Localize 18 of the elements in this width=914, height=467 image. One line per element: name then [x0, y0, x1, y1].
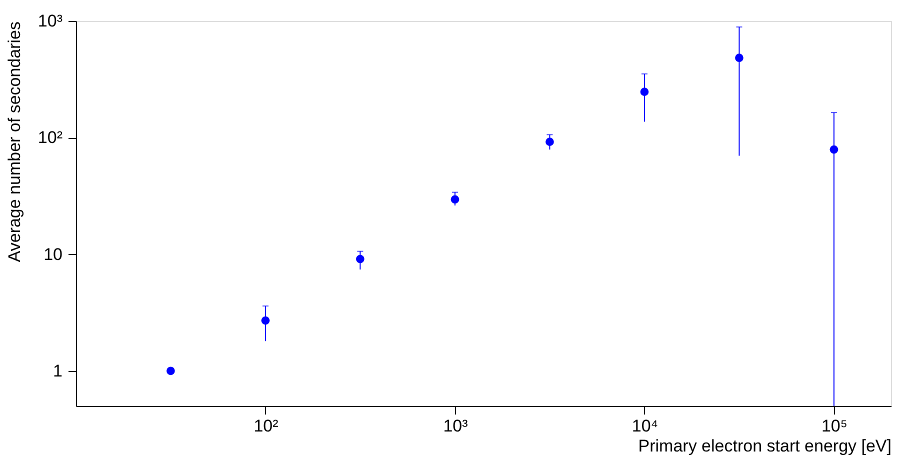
x-tick-label: 10²	[254, 416, 279, 436]
x-tick-label: 10⁴	[632, 416, 658, 436]
point	[735, 54, 744, 62]
x-axis-title: Primary electron start energy [eV]	[638, 436, 892, 456]
point	[830, 145, 838, 154]
y-tick-label: 10²	[38, 128, 63, 148]
x-tick-label: 10⁵	[821, 416, 848, 436]
point	[450, 195, 460, 204]
point	[261, 316, 270, 325]
y-tick-label: 10³	[38, 12, 63, 30]
y-axis-title: Average number of secondaries	[4, 22, 24, 262]
point	[166, 366, 175, 376]
y-tick-label: 10	[44, 244, 62, 264]
y-tick-label: 1	[53, 361, 62, 380]
point	[640, 88, 649, 96]
point	[356, 254, 364, 264]
point	[546, 138, 554, 146]
x-tick-label: 10³	[443, 416, 468, 436]
